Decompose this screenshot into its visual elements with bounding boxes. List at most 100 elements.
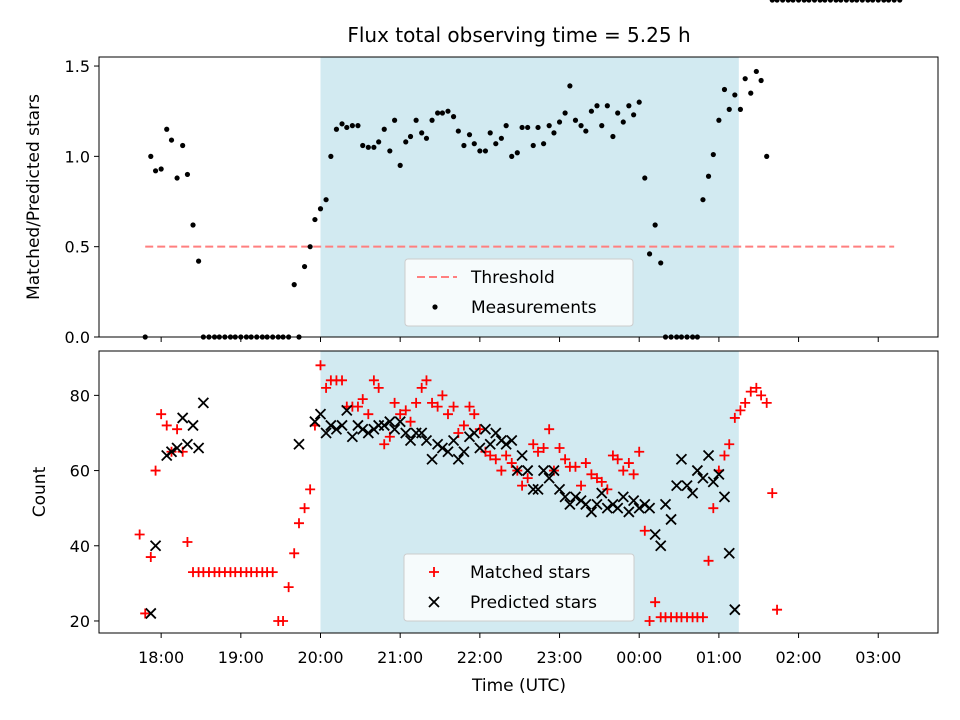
matched-star-point	[337, 375, 348, 386]
measurement-point	[849, 0, 855, 3]
matched-star-point	[448, 401, 459, 412]
matched-star-point	[639, 525, 650, 536]
measurement-point	[827, 0, 834, 3]
measurement-point	[445, 108, 451, 114]
measurement-point	[758, 77, 764, 84]
predicted-star-point	[474, 442, 486, 454]
legend: Matched stars Predicted stars	[403, 553, 635, 622]
measurement-point	[535, 124, 541, 131]
measurement-point	[376, 139, 382, 145]
predicted-star-point	[697, 472, 709, 484]
predicted-star-point	[325, 419, 337, 432]
count-panel: 20 40 60 80 Count Matched stars Predicted star…	[30, 351, 939, 638]
matched-star-point	[395, 409, 406, 420]
measurement-point	[870, 0, 876, 3]
measurement-point	[562, 110, 568, 116]
measurement-point	[865, 0, 871, 3]
measurement-point	[301, 263, 308, 270]
matched-star-point	[544, 424, 555, 435]
matched-star-point	[729, 412, 740, 423]
predicted-star-point	[516, 449, 528, 462]
measurement-point	[509, 153, 515, 159]
matched-star-point	[496, 465, 507, 476]
y-tick-label: 1.5	[65, 57, 90, 76]
measurement-point	[148, 153, 154, 159]
measurement-point	[184, 171, 191, 178]
measurement-point	[801, 0, 807, 3]
measurement-point	[817, 0, 823, 3]
x-tick-label: 00:00	[616, 648, 662, 667]
measurement-point	[419, 130, 425, 136]
matched-star-point	[379, 439, 390, 450]
matched-star-point	[596, 476, 607, 487]
predicted-star-point	[681, 479, 693, 492]
predicted-star-point	[400, 427, 412, 439]
matched-star-point	[560, 454, 571, 465]
legend-measurement-swatch	[432, 304, 438, 310]
measurement-point	[594, 103, 600, 109]
predicted-star-point	[187, 419, 199, 432]
measurement-point	[556, 119, 563, 125]
matched-star-point	[437, 390, 448, 401]
predicted-star-point	[468, 427, 480, 439]
matched-star-point	[580, 458, 591, 469]
matched-star-point	[352, 401, 363, 412]
predicted-star-point	[585, 506, 598, 518]
matched-star-point	[432, 401, 443, 412]
matched-star-point	[756, 390, 767, 401]
matched-star-point	[740, 397, 751, 408]
predicted-star-point	[623, 506, 635, 518]
y-axis-label: Matched/Predicted stars	[24, 94, 44, 300]
x-tick-label: 03:00	[855, 648, 901, 667]
measurement-point	[588, 108, 595, 114]
measurement-point	[291, 282, 297, 288]
predicted-star-point	[543, 472, 555, 484]
predicted-star-point	[484, 438, 496, 450]
predicted-star-point	[458, 446, 470, 458]
series-predicted-stars	[146, 398, 741, 620]
predicted-star-point	[357, 423, 369, 435]
measurement-point	[168, 137, 175, 143]
predicted-star-point	[580, 498, 592, 511]
predicted-star-point	[569, 491, 582, 503]
matched-star-point	[501, 450, 512, 461]
matched-star-point	[697, 612, 708, 623]
measurement-point	[838, 0, 844, 3]
measurement-point	[615, 110, 621, 116]
measurement-point	[705, 173, 712, 179]
predicted-star-point	[341, 404, 353, 417]
predicted-star-point	[378, 419, 390, 432]
y-tick-label: 1.0	[65, 147, 90, 166]
legend-label: Predicted stars	[470, 593, 597, 613]
axes-frame	[98, 56, 939, 338]
y-tick-label: 0.0	[65, 328, 90, 347]
y-tick-label: 20	[70, 612, 90, 631]
matched-star-point	[416, 382, 427, 393]
measurement-point	[833, 0, 839, 3]
matched-star-point	[442, 409, 453, 420]
predicted-star-point	[537, 464, 550, 477]
matched-star-point	[618, 465, 629, 476]
measurement-point	[498, 135, 504, 141]
measurement-point	[493, 141, 499, 147]
predicted-star-point	[336, 419, 348, 432]
measurement-point	[190, 222, 196, 228]
matched-star-point	[612, 454, 623, 465]
measurement-point	[631, 112, 637, 118]
measurement-point	[158, 166, 164, 172]
predicted-star-point	[436, 442, 449, 454]
predicted-star-point	[384, 416, 396, 428]
matched-star-point	[368, 375, 379, 386]
measurement-point	[323, 197, 329, 203]
predicted-star-point	[388, 423, 401, 435]
measurement-point	[753, 68, 759, 75]
predicted-star-point	[165, 446, 178, 458]
matched-star-point	[299, 503, 310, 514]
measurement-point	[572, 117, 579, 123]
x-tick-label: 19:00	[218, 648, 264, 667]
matched-star-point	[411, 397, 422, 408]
measurement-point	[583, 128, 589, 134]
measurement-point	[397, 162, 403, 168]
predicted-star-point	[394, 416, 406, 428]
